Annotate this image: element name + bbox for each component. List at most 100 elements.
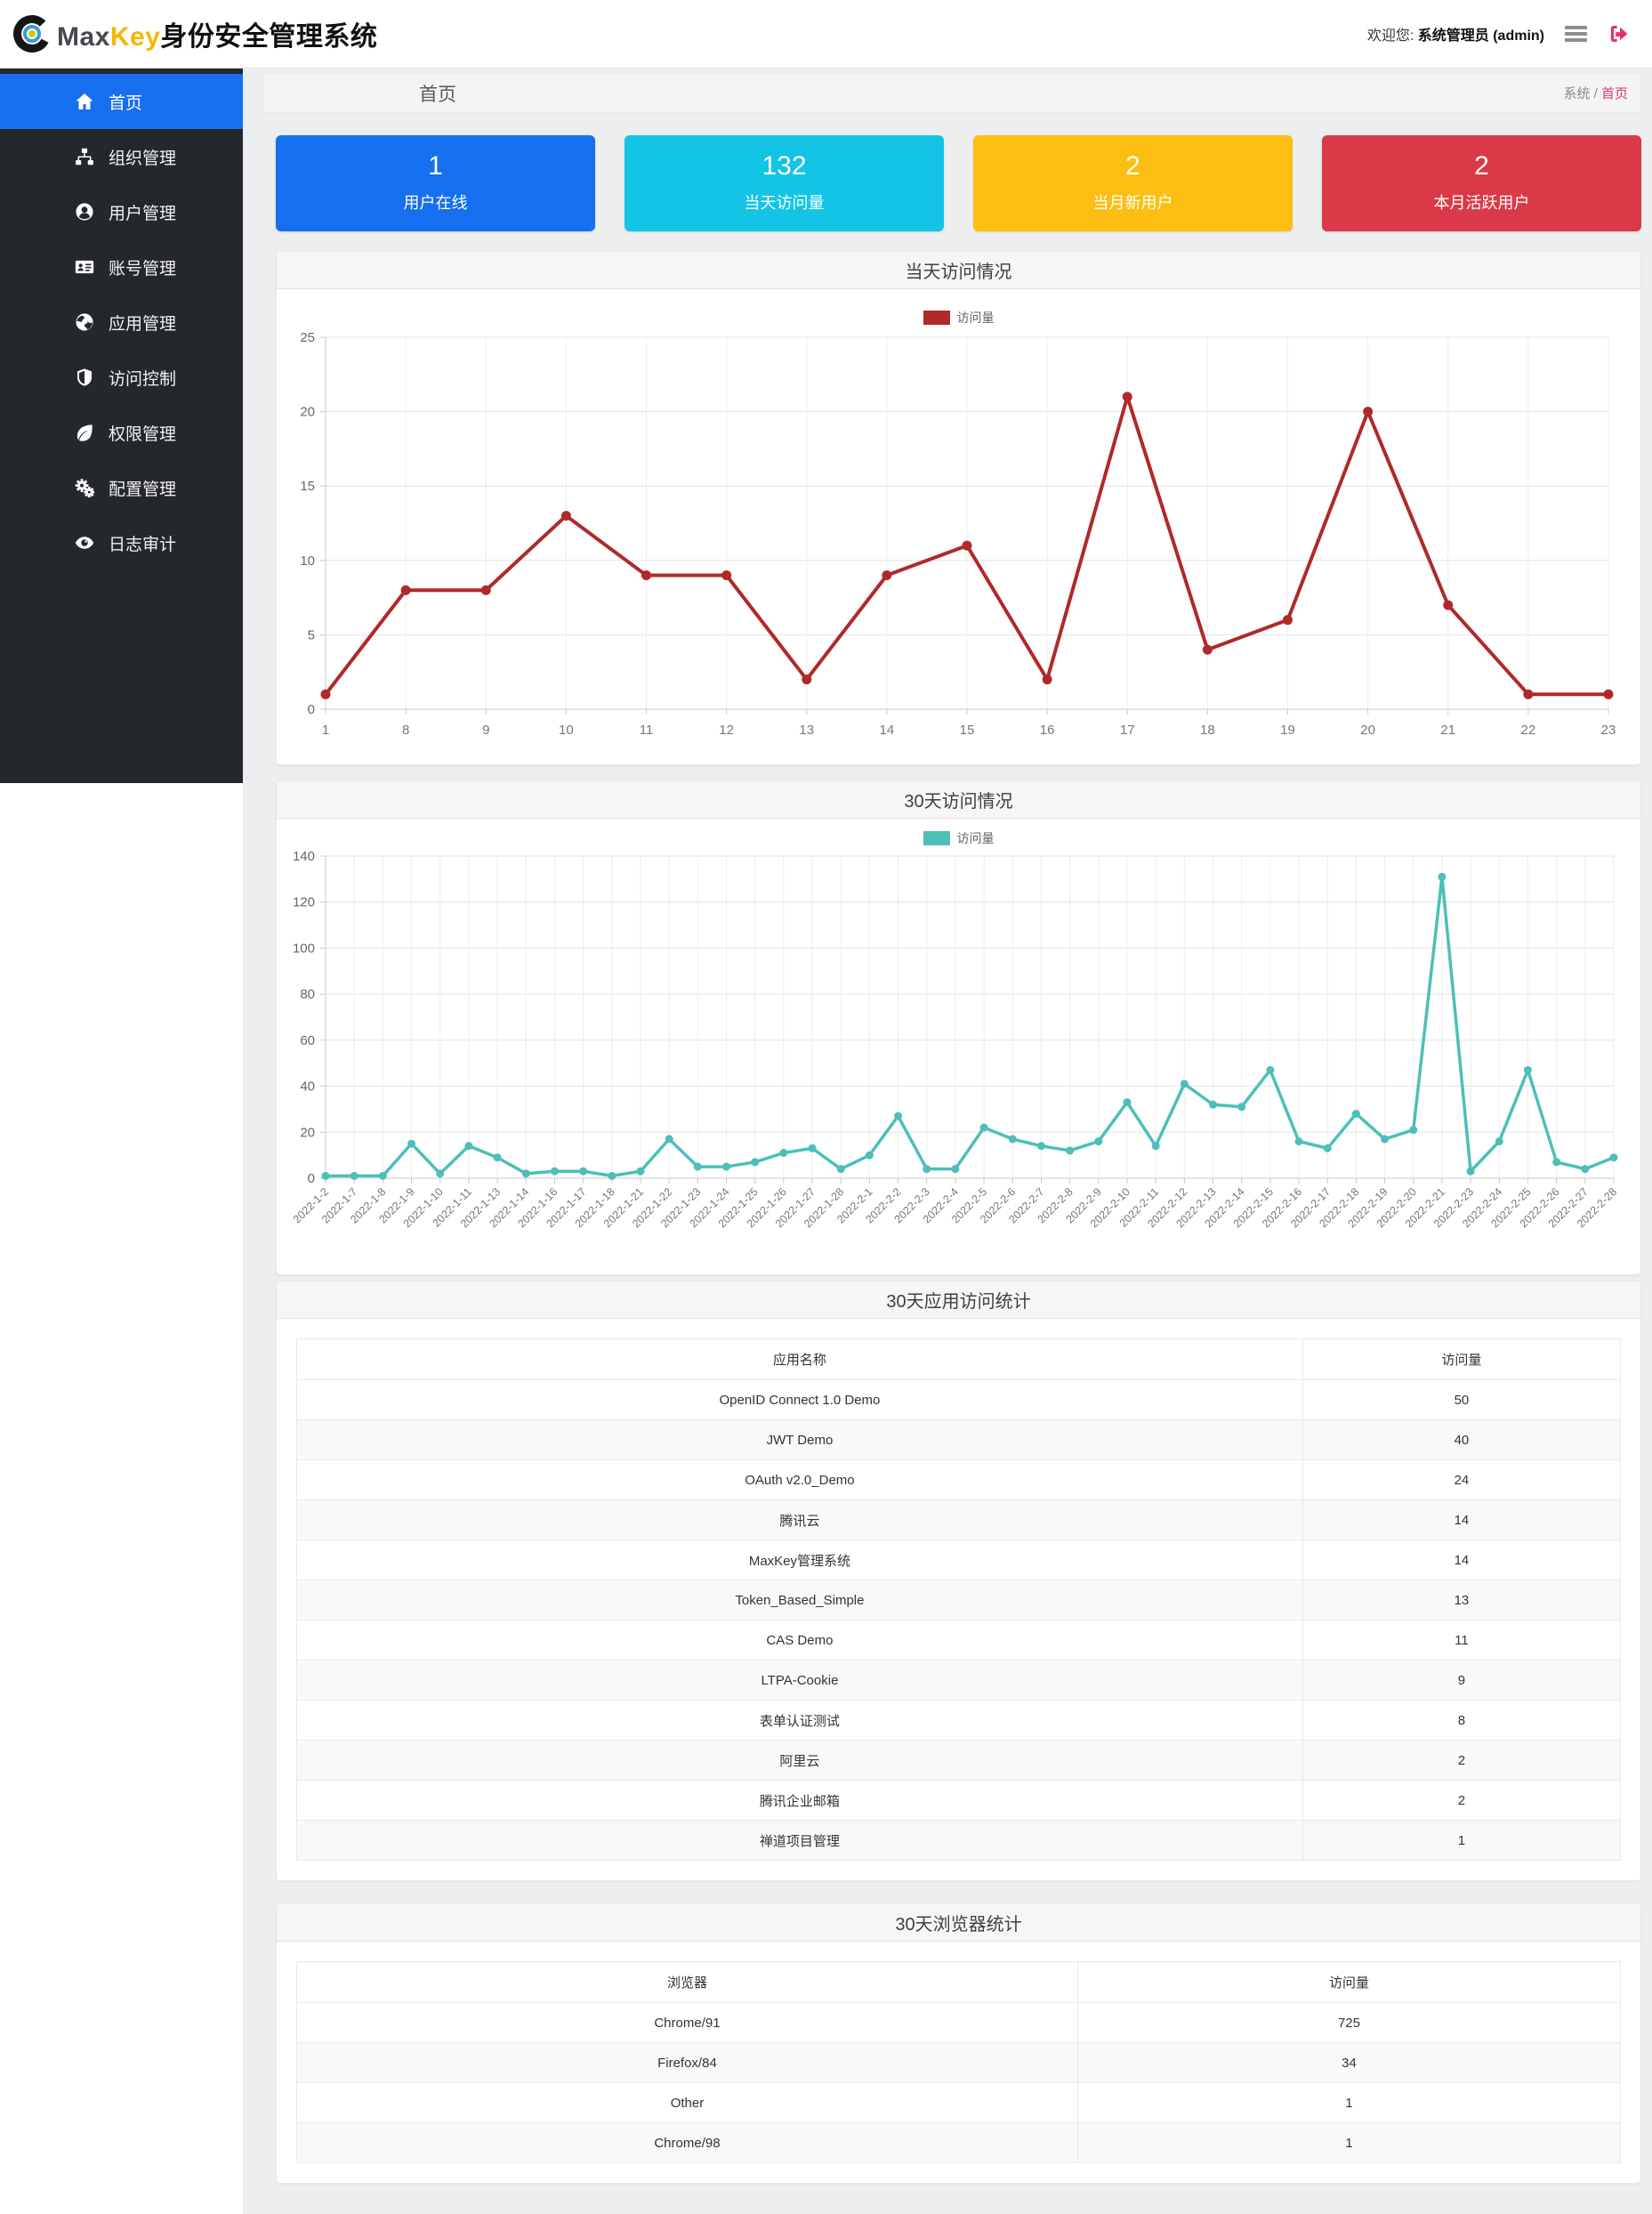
sidebar-item-label: 应用管理 bbox=[109, 314, 177, 334]
table-cell: Chrome/98 bbox=[296, 2122, 1078, 2163]
cogs-icon bbox=[75, 479, 94, 497]
svg-text:1: 1 bbox=[322, 723, 329, 738]
table-cell: 14 bbox=[1301, 1539, 1622, 1580]
stat-value: 2 bbox=[1125, 151, 1140, 181]
svg-text:80: 80 bbox=[300, 987, 315, 1002]
stat-label: 当月新用户 bbox=[1092, 194, 1173, 212]
monthly-visits-card: 30天访问情况 访问量 0 20 40 60 80 100 120 140 2022-1-2 20… bbox=[276, 780, 1641, 1275]
sidebar-item-0[interactable]: 首页 bbox=[0, 74, 243, 129]
welcome-text: 欢迎您: 系统管理员 (admin) bbox=[1367, 23, 1544, 44]
svg-text:20: 20 bbox=[300, 405, 315, 420]
sidebar-item-label: 用户管理 bbox=[109, 204, 177, 223]
breadcrumb-separator: / bbox=[1590, 86, 1601, 101]
table-cell: 1 bbox=[1076, 2122, 1622, 2163]
navbar-right: 欢迎您: 系统管理员 (admin) bbox=[1367, 23, 1631, 44]
legend-swatch bbox=[923, 831, 950, 845]
column-header: 访问量 bbox=[1076, 1961, 1622, 2003]
table-row: MaxKey管理系统 14 bbox=[296, 1539, 1622, 1580]
table-cell: OAuth v2.0_Demo bbox=[296, 1459, 1303, 1500]
table-cell: 725 bbox=[1076, 2002, 1622, 2043]
page-title: 首页 bbox=[419, 84, 456, 105]
table-cell: Firefox/84 bbox=[296, 2042, 1078, 2083]
browser-stats-table: 浏览器 访问量 Chrome/91 725 Firefox/84 34 Other 1 Chro… bbox=[296, 1961, 1622, 2163]
table-row: OAuth v2.0_Demo 24 bbox=[296, 1459, 1622, 1500]
table-cell: 34 bbox=[1076, 2042, 1622, 2083]
table-cell: 腾讯云 bbox=[296, 1499, 1303, 1540]
table-row: LTPA-Cookie 9 bbox=[296, 1660, 1622, 1701]
table-cell: 8 bbox=[1301, 1700, 1622, 1741]
table-cell: 1 bbox=[1301, 1820, 1622, 1861]
brand-suffix: 身份安全管理系统 bbox=[160, 22, 378, 52]
content-header: 首页 系统 / 首页 bbox=[262, 73, 1641, 113]
table-row: CAS Demo 11 bbox=[296, 1620, 1622, 1660]
svg-text:140: 140 bbox=[293, 849, 315, 864]
browser-stats-table-card: 30天浏览器统计 浏览器 访问量 Chrome/91 725 Firefox/84 34 O… bbox=[276, 1903, 1641, 2184]
sidebar: 首页 组织管理 用户管理 账号管理 应用管理 访问控制权限管理配置管理 日志审计 bbox=[0, 69, 243, 783]
sidebar-item-4[interactable]: 应用管理 bbox=[0, 295, 243, 350]
sidebar-item-1[interactable]: 组织管理 bbox=[0, 129, 243, 184]
table-cell: 腾讯企业邮箱 bbox=[296, 1780, 1303, 1821]
svg-text:12: 12 bbox=[719, 723, 734, 738]
stat-label: 当天访问量 bbox=[744, 194, 825, 212]
stat-value: 2 bbox=[1474, 151, 1489, 181]
today-visits-title: 当天访问情况 bbox=[277, 252, 1640, 289]
column-header: 应用名称 bbox=[296, 1338, 1303, 1380]
svg-text:15: 15 bbox=[300, 479, 315, 494]
browser-stats-table-title: 30天浏览器统计 bbox=[277, 1904, 1640, 1942]
table-cell: CAS Demo bbox=[296, 1620, 1303, 1660]
sidebar-item-6[interactable]: 权限管理 bbox=[0, 405, 243, 460]
svg-text:0: 0 bbox=[308, 1171, 315, 1186]
app-visits-table-card: 30天应用访问统计 应用名称 访问量 OpenID Connect 1.0 Demo… bbox=[276, 1281, 1641, 1881]
svg-text:100: 100 bbox=[293, 941, 315, 956]
id-card-icon bbox=[75, 260, 94, 274]
table-cell: 1 bbox=[1076, 2082, 1622, 2123]
shield-icon bbox=[77, 368, 93, 386]
svg-text:21: 21 bbox=[1440, 723, 1455, 738]
svg-text:13: 13 bbox=[799, 723, 814, 738]
table-cell: Chrome/91 bbox=[296, 2002, 1078, 2043]
table-row: 阿里云 2 bbox=[296, 1740, 1622, 1781]
sidebar-item-3[interactable]: 账号管理 bbox=[0, 239, 243, 295]
logout-icon[interactable] bbox=[1608, 23, 1631, 44]
svg-text:10: 10 bbox=[559, 723, 574, 738]
svg-text:20: 20 bbox=[300, 1125, 315, 1140]
breadcrumb-current[interactable]: 首页 bbox=[1600, 86, 1628, 101]
user-circle-icon bbox=[76, 203, 93, 221]
svg-text:8: 8 bbox=[402, 723, 409, 738]
svg-text:9: 9 bbox=[482, 723, 489, 738]
welcome-prefix: 欢迎您: bbox=[1366, 28, 1418, 44]
table-row: OpenID Connect 1.0 Demo 50 bbox=[296, 1379, 1622, 1420]
stat-value: 132 bbox=[762, 151, 807, 181]
legend-label: 访问量 bbox=[956, 831, 995, 845]
eye-icon bbox=[75, 537, 94, 549]
table-cell: 24 bbox=[1301, 1459, 1622, 1500]
home-icon bbox=[76, 93, 93, 110]
monthly-visits-title: 30天访问情况 bbox=[277, 781, 1640, 819]
table-cell: Other bbox=[296, 2082, 1078, 2123]
browser-stats-table-wrap: 浏览器 访问量 Chrome/91 725 Firefox/84 34 Other 1 Chro… bbox=[277, 1942, 1640, 2183]
app-visits-table-wrap: 应用名称 访问量 OpenID Connect 1.0 Demo 50 JWT Demo… bbox=[277, 1319, 1640, 1880]
sidebar-item-5[interactable]: 访问控制 bbox=[0, 350, 243, 405]
table-row: 表单认证测试 8 bbox=[296, 1700, 1622, 1741]
leaf-icon bbox=[77, 424, 93, 441]
stat-label: 本月活跃用户 bbox=[1433, 194, 1530, 212]
sidebar-item-label: 首页 bbox=[109, 93, 143, 113]
svg-text:0: 0 bbox=[308, 702, 315, 717]
stat-value: 1 bbox=[428, 151, 443, 181]
svg-text:23: 23 bbox=[1601, 723, 1616, 738]
menu-toggle-icon[interactable] bbox=[1564, 23, 1588, 44]
svg-text:18: 18 bbox=[1200, 723, 1215, 738]
breadcrumb-root[interactable]: 系统 bbox=[1563, 86, 1591, 101]
sidebar-item-label: 访问控制 bbox=[109, 369, 177, 389]
table-header-row: 浏览器 访问量 bbox=[296, 1961, 1622, 2003]
table-cell: 13 bbox=[1301, 1580, 1622, 1620]
svg-text:5: 5 bbox=[308, 627, 315, 642]
table-cell: JWT Demo bbox=[296, 1419, 1303, 1460]
sidebar-item-label: 配置管理 bbox=[109, 480, 177, 499]
sidebar-item-2[interactable]: 用户管理 bbox=[0, 184, 243, 239]
table-cell: MaxKey管理系统 bbox=[296, 1539, 1303, 1580]
svg-text:15: 15 bbox=[960, 723, 975, 738]
sidebar-item-7[interactable]: 配置管理 bbox=[0, 460, 243, 515]
table-row: 腾讯云 14 bbox=[296, 1499, 1622, 1540]
sidebar-item-8[interactable]: 日志审计 bbox=[0, 515, 243, 570]
